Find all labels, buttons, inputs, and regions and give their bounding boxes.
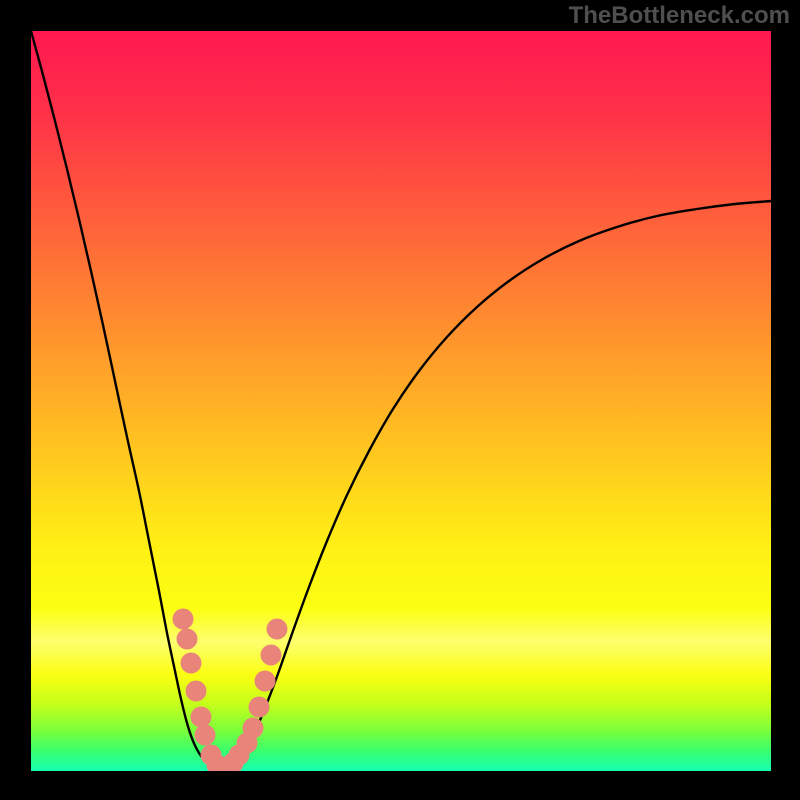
curve-marker <box>195 725 216 746</box>
curve-marker <box>255 671 276 692</box>
curve-marker <box>243 718 264 739</box>
chart-frame: TheBottleneck.com <box>0 0 800 800</box>
curve-marker <box>177 629 198 650</box>
bottleneck-curve-layer <box>31 31 771 771</box>
bottleneck-curve <box>31 31 771 768</box>
marker-group <box>173 609 288 772</box>
curve-marker <box>249 697 270 718</box>
curve-marker <box>267 619 288 640</box>
curve-marker <box>191 707 212 728</box>
curve-marker <box>173 609 194 630</box>
curve-marker <box>186 681 207 702</box>
watermark-text: TheBottleneck.com <box>569 2 790 30</box>
curve-marker <box>261 645 282 666</box>
curve-marker <box>181 653 202 674</box>
plot-area <box>31 31 771 771</box>
